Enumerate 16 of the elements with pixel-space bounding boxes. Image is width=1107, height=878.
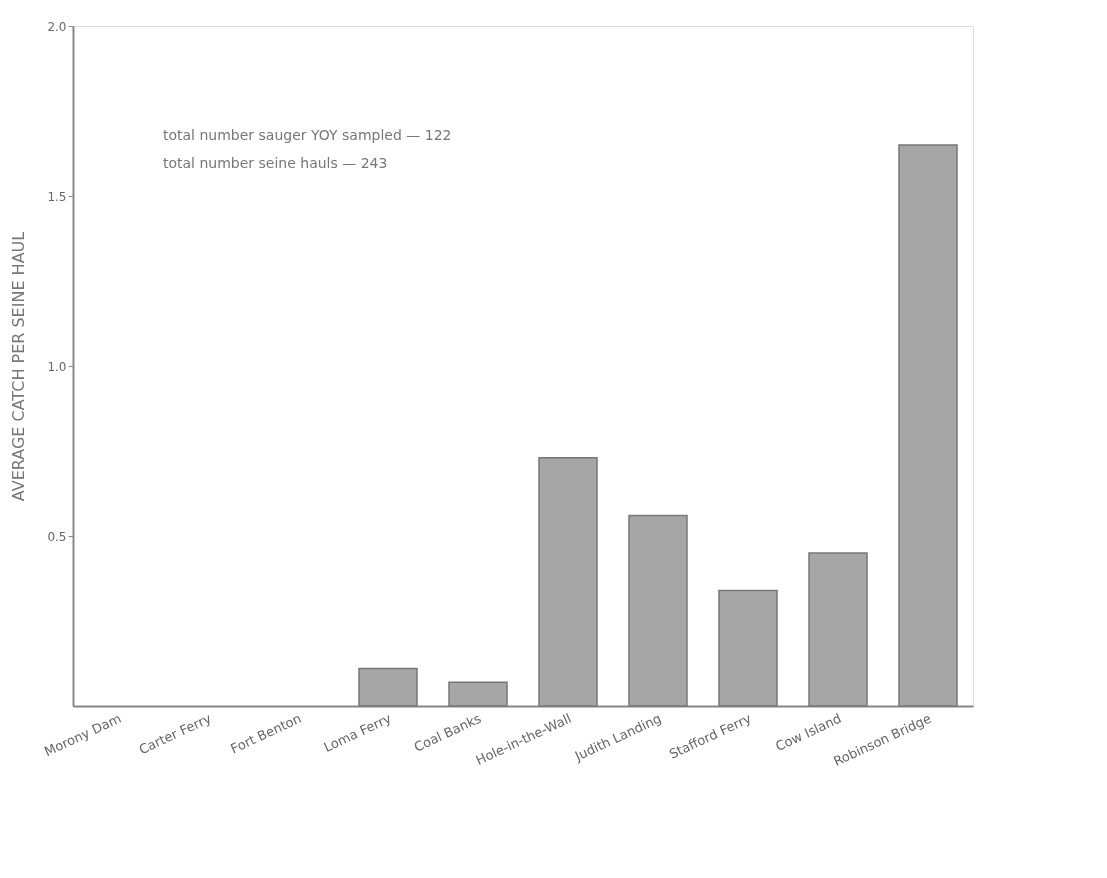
x-tick-label: Loma Ferry [321,710,394,755]
bar [448,681,508,707]
y-tick-label: 0.5 [47,529,67,544]
y-tick-label: 2.0 [47,19,67,34]
y-axis-title: AVERAGE CATCH PER SEINE HAUL [9,231,29,502]
x-tick-label: Carter Ferry [136,710,214,758]
annotation: total number sauger YOY sampled — 122 [163,127,452,143]
bar [358,667,418,707]
bar [898,144,958,707]
bar [628,514,688,707]
y-tick-label: 1.5 [47,189,67,204]
bar [808,552,868,707]
y-tick-label: 1.0 [47,359,67,374]
bar [538,457,598,707]
annotation: total number seine hauls — 243 [163,155,388,171]
bar [718,589,778,707]
